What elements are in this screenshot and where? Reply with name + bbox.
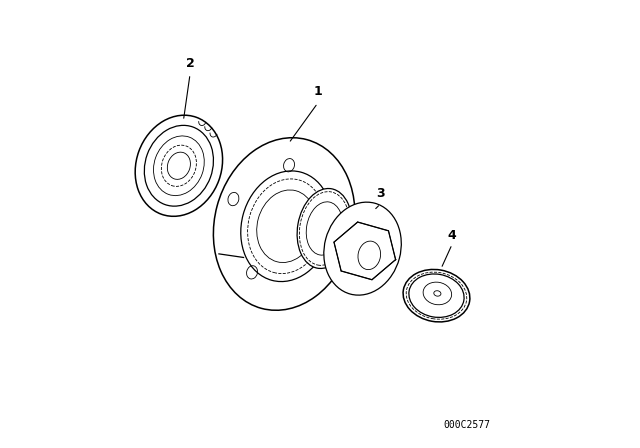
Ellipse shape	[135, 115, 223, 216]
Text: 1: 1	[314, 85, 322, 99]
Polygon shape	[334, 222, 396, 280]
Text: 000C2577: 000C2577	[444, 420, 490, 430]
Text: 4: 4	[448, 228, 456, 242]
Ellipse shape	[403, 269, 470, 322]
Ellipse shape	[297, 189, 352, 268]
Text: 3: 3	[376, 187, 385, 201]
Text: 2: 2	[186, 57, 195, 70]
Ellipse shape	[213, 138, 355, 310]
Ellipse shape	[324, 202, 401, 295]
